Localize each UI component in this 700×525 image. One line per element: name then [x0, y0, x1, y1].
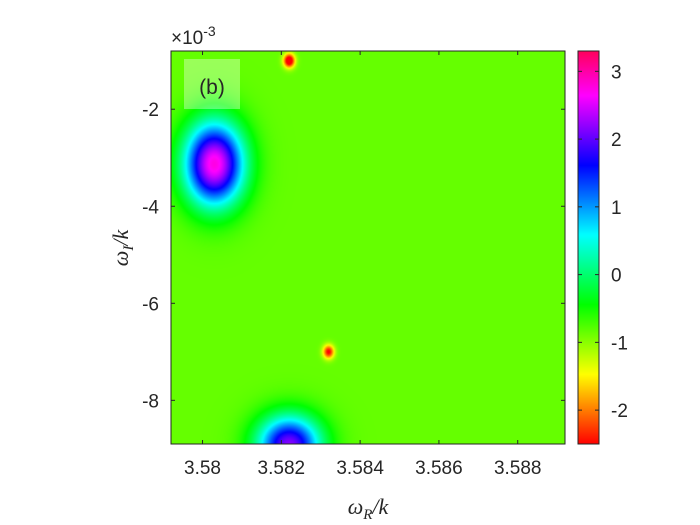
- colorbar-frame: [577, 50, 600, 445]
- x-tick-label: 3.58: [184, 458, 221, 479]
- colorbar-tick-label: 3: [611, 62, 622, 83]
- x-tick-label: 3.582: [258, 458, 306, 479]
- colorbar-gradient: [578, 51, 599, 444]
- heatmap-image: [171, 51, 565, 444]
- plot-frame: [170, 50, 566, 445]
- x-tick-label: 3.586: [415, 458, 463, 479]
- y-tick-label: -6: [142, 294, 159, 315]
- colorbar-tick-label: -1: [611, 333, 628, 354]
- y-tick-label: -4: [142, 197, 159, 218]
- colorbar-tick-label: 1: [611, 198, 622, 219]
- panel-label: (b): [199, 76, 225, 99]
- y-axis-label: ωI/k: [108, 229, 137, 267]
- x-axis: 3.58 3.582 3.584 3.586 3.588: [184, 51, 541, 479]
- x-axis-label: ωR/k: [348, 494, 390, 523]
- colorbar-tick-label: 0: [611, 266, 622, 287]
- colorbar-tick-label: -2: [611, 401, 628, 422]
- y-tick-label: -8: [142, 391, 159, 412]
- x-tick-label: 3.584: [336, 458, 384, 479]
- y-exponent-label: ×10-3: [171, 23, 216, 49]
- y-tick-label: -2: [142, 100, 159, 121]
- x-tick-label: 3.588: [494, 458, 542, 479]
- panel-label-box: [184, 59, 240, 109]
- colorbar-axis: 3 2 1 0 -1 -2: [578, 62, 628, 422]
- colorbar-tick-label: 2: [611, 130, 622, 151]
- y-axis: -2 -4 -6 -8: [142, 100, 565, 412]
